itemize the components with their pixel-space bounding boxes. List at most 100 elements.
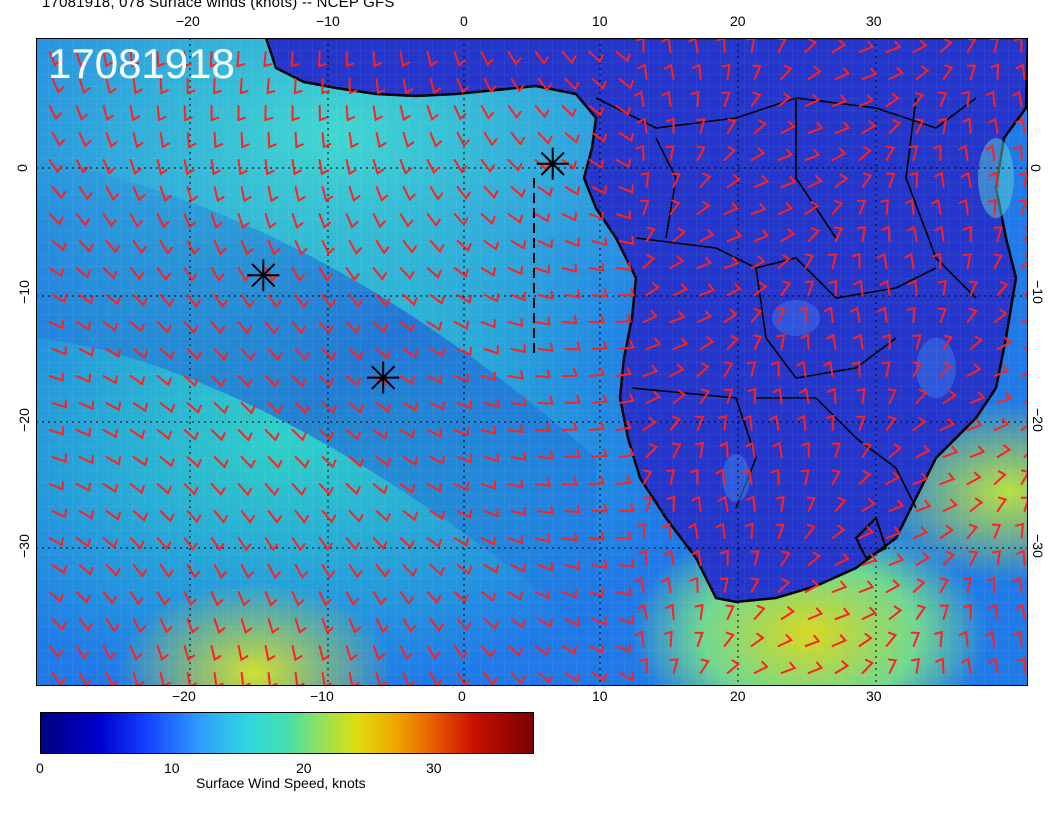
wind-barb xyxy=(915,388,928,404)
wind-barb xyxy=(831,39,847,53)
wind-barb xyxy=(591,236,608,247)
wind-barb xyxy=(750,577,760,593)
wind-barb xyxy=(210,591,224,607)
wind-barb xyxy=(942,445,959,458)
wind-barb xyxy=(726,335,740,350)
lat-tick-right: −10 xyxy=(1029,280,1046,304)
wind-barb xyxy=(561,532,578,542)
wind-barb xyxy=(129,213,143,229)
wind-barb xyxy=(318,429,334,442)
wind-barb xyxy=(831,199,844,215)
wind-barb xyxy=(240,456,256,469)
wind-barb xyxy=(159,348,175,360)
wind-barb xyxy=(958,630,969,647)
wind-barb xyxy=(240,402,256,415)
wind-barb xyxy=(453,645,468,660)
wind-barb xyxy=(290,51,300,68)
wind-barb xyxy=(934,171,945,188)
wind-barb xyxy=(183,213,196,229)
wind-barb xyxy=(348,294,364,308)
wind-barb xyxy=(744,522,754,539)
wind-barb xyxy=(294,186,306,203)
wind-barb xyxy=(688,522,699,539)
wind-barb xyxy=(129,591,144,606)
wind-barb xyxy=(804,280,815,296)
wind-barb xyxy=(267,672,278,686)
wind-barb xyxy=(480,51,494,67)
wind-barb xyxy=(102,51,114,68)
wind-barb xyxy=(264,159,275,176)
wind-barb xyxy=(102,428,118,439)
storm-marker-asterisk[interactable] xyxy=(247,259,280,292)
wind-barb xyxy=(993,226,1003,242)
wind-barb xyxy=(426,374,442,384)
wind-barb xyxy=(402,402,418,412)
wind-barb xyxy=(885,172,896,188)
storm-marker-asterisk[interactable] xyxy=(536,147,569,180)
wind-barb xyxy=(483,345,499,355)
wind-barb xyxy=(937,279,947,296)
wind-barb xyxy=(672,227,687,242)
wind-barb xyxy=(718,414,728,431)
wind-barb xyxy=(934,630,944,647)
wind-barb xyxy=(772,387,783,404)
wind-barb xyxy=(186,564,201,579)
wind-barb xyxy=(1018,171,1028,188)
wind-barb xyxy=(102,645,116,661)
wind-barb xyxy=(402,618,417,633)
wind-barb xyxy=(48,591,64,603)
wind-barb xyxy=(75,159,89,175)
wind-barb xyxy=(904,198,915,215)
wind-barb xyxy=(429,618,444,633)
wind-barb xyxy=(851,252,861,269)
wind-barb xyxy=(699,388,711,404)
wind-barb xyxy=(183,429,199,441)
wind-barb xyxy=(888,119,902,134)
wind-barb xyxy=(156,483,172,495)
wind-barb xyxy=(318,105,328,122)
wind-barb xyxy=(939,362,953,377)
wind-barb xyxy=(294,132,304,149)
wind-barb xyxy=(537,450,554,460)
wind-barb xyxy=(129,429,145,440)
wind-barb xyxy=(937,91,948,107)
wind-barb xyxy=(51,346,67,356)
wind-barb xyxy=(236,51,246,68)
wind-barb xyxy=(858,40,875,53)
wind-barb xyxy=(689,576,699,593)
wind-barb xyxy=(345,645,358,662)
wind-barb xyxy=(266,78,276,95)
wind-barb xyxy=(807,121,824,134)
wind-barb xyxy=(588,531,605,541)
wind-barb xyxy=(78,347,94,357)
wind-barb xyxy=(880,198,890,215)
wind-barb xyxy=(483,240,499,251)
wind-barb xyxy=(615,366,632,377)
wind-barb xyxy=(426,321,442,332)
lat-tick-left: −20 xyxy=(15,408,32,432)
wind-barb xyxy=(159,564,174,579)
wind-barb xyxy=(561,645,577,655)
wind-barb xyxy=(263,51,273,68)
wind-barb xyxy=(183,375,199,388)
wind-barb xyxy=(645,282,661,296)
wind-barb xyxy=(537,78,553,92)
wind-barb xyxy=(861,442,872,458)
wind-barb xyxy=(564,186,580,196)
wind-barb xyxy=(375,564,390,578)
wind-barb xyxy=(694,415,705,431)
storm-marker-asterisk[interactable] xyxy=(367,361,400,394)
wind-barb xyxy=(963,603,973,620)
wind-barb xyxy=(510,291,526,302)
wind-barb xyxy=(507,213,523,224)
wind-barb xyxy=(480,591,496,603)
wind-barb xyxy=(321,348,337,361)
wind-map[interactable]: 17081918 xyxy=(36,38,1028,686)
wind-barb xyxy=(969,391,986,404)
wind-barb xyxy=(881,361,891,377)
wind-barb xyxy=(105,132,118,148)
wind-barb xyxy=(618,502,635,512)
wind-barb xyxy=(264,105,273,122)
lon-tick-top: 20 xyxy=(730,13,746,29)
wind-barb xyxy=(51,240,67,252)
